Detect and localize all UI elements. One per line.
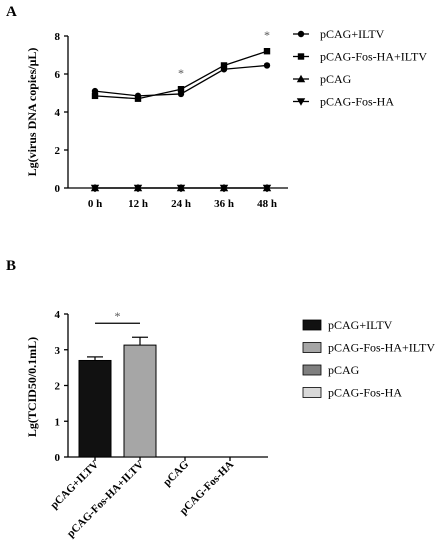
line-chart-axes bbox=[67, 36, 288, 189]
bar-chart: Lg(TCID50/0.1mL) 0 1 2 3 4 pCAG+ILTV pCAG-Fos-… bbox=[25, 309, 435, 540]
line-chart-y-tick-label: 6 bbox=[55, 69, 61, 81]
data-point-pcag-iltv bbox=[263, 62, 271, 69]
legend-label-pcag: pCAG bbox=[328, 363, 360, 377]
legend-swatch-pcag bbox=[302, 364, 322, 376]
bar-pcag-iltv bbox=[78, 359, 112, 458]
data-point-pcag-fos-ha bbox=[133, 184, 143, 193]
bar-chart-y-axis-label: Lg(TCID50/0.1mL) bbox=[25, 337, 39, 437]
line-chart-x-tick-label: 48 h bbox=[257, 198, 277, 210]
bar-chart-y-tick-label: 1 bbox=[55, 416, 61, 428]
legend-swatch-pcag-fos-ha-iltv bbox=[302, 342, 322, 353]
bar-chart-significance: * bbox=[95, 309, 140, 324]
bar-chart-y-tick-label: 4 bbox=[55, 309, 61, 321]
line-chart-y-tick-label: 4 bbox=[55, 107, 61, 119]
data-point-pcag-fos-ha-iltv bbox=[91, 92, 99, 100]
line-chart-y-tick-label: 8 bbox=[55, 31, 61, 43]
legend-marker-pcag-fos-ha-iltv bbox=[297, 53, 305, 60]
line-chart-x-tick-label: 0 h bbox=[88, 198, 102, 210]
data-point-pcag-fos-ha-iltv bbox=[220, 62, 228, 69]
legend-marker-pcag-iltv bbox=[297, 30, 305, 38]
legend-label-pcag-iltv: pCAG+ILTV bbox=[328, 318, 393, 332]
bar-pcag-fos-ha-iltv bbox=[123, 344, 157, 458]
bar-chart-y-tick-label: 3 bbox=[55, 345, 61, 357]
data-point-pcag-fos-ha bbox=[219, 184, 229, 193]
legend-label-pcag-fos-ha: pCAG-Fos-HA bbox=[320, 95, 394, 109]
legend-swatch-pcag-iltv bbox=[302, 319, 322, 331]
legend-marker-pcag bbox=[296, 74, 306, 83]
bar-chart-bars bbox=[78, 336, 157, 458]
line-chart: Lg(virus DNA copies/μL) 0 2 4 6 8 0 h 12 h 24 h… bbox=[25, 27, 427, 210]
panel-label-a: A bbox=[6, 4, 17, 20]
line-chart-series bbox=[90, 48, 272, 193]
line-chart-x-tick-label: 12 h bbox=[128, 198, 148, 210]
bar-chart-x-tick-label: pCAG-Fos-HA+ILTV bbox=[65, 459, 146, 540]
legend-label-pcag-fos-ha-iltv: pCAG-Fos-HA+ILTV bbox=[328, 341, 435, 355]
line-chart-y-tick-label: 0 bbox=[55, 183, 61, 195]
data-point-pcag-fos-ha bbox=[90, 184, 100, 193]
legend-label-pcag: pCAG bbox=[320, 72, 352, 86]
data-point-pcag-fos-ha-iltv bbox=[263, 48, 271, 55]
line-chart-legend: pCAG+ILTV pCAG-Fos-HA+ILTV pCAG pCAG-Fos-HA bbox=[293, 27, 427, 109]
legend-swatch-pcag-fos-ha bbox=[302, 387, 322, 398]
significance-asterisk: * bbox=[178, 66, 184, 80]
bar-chart-y-tick-label: 0 bbox=[55, 452, 61, 464]
data-point-pcag-fos-ha-iltv bbox=[177, 86, 185, 93]
legend-label-pcag-fos-ha-iltv: pCAG-Fos-HA+ILTV bbox=[320, 50, 427, 64]
legend-label-pcag-fos-ha: pCAG-Fos-HA bbox=[328, 386, 402, 400]
line-chart-x-tick-label: 24 h bbox=[171, 198, 191, 210]
line-chart-annotations: ** bbox=[178, 28, 270, 80]
significance-asterisk: * bbox=[264, 28, 270, 42]
panel-label-b: B bbox=[6, 258, 16, 274]
data-point-pcag-fos-ha-iltv bbox=[134, 95, 142, 102]
data-point-pcag-fos-ha bbox=[262, 184, 272, 193]
data-point-pcag-fos-ha bbox=[176, 184, 186, 193]
legend-marker-pcag-fos-ha bbox=[296, 98, 306, 106]
bar-chart-legend: pCAG+ILTV pCAG-Fos-HA+ILTV pCAG pCAG-Fos-HA bbox=[302, 318, 435, 400]
line-chart-y-axis-label: Lg(virus DNA copies/μL) bbox=[25, 48, 39, 177]
legend-label-pcag-iltv: pCAG+ILTV bbox=[320, 27, 385, 41]
line-chart-x-tick-label: 36 h bbox=[214, 198, 234, 210]
significance-asterisk: * bbox=[115, 309, 121, 323]
bar-chart-x-tick-label: pCAG bbox=[161, 458, 191, 488]
line-chart-y-tick-label: 2 bbox=[55, 145, 61, 157]
bar-chart-y-tick-label: 2 bbox=[55, 381, 61, 393]
line-chart-ticks: 0 2 4 6 8 0 h 12 h 24 h 36 h 48 h bbox=[55, 31, 277, 210]
